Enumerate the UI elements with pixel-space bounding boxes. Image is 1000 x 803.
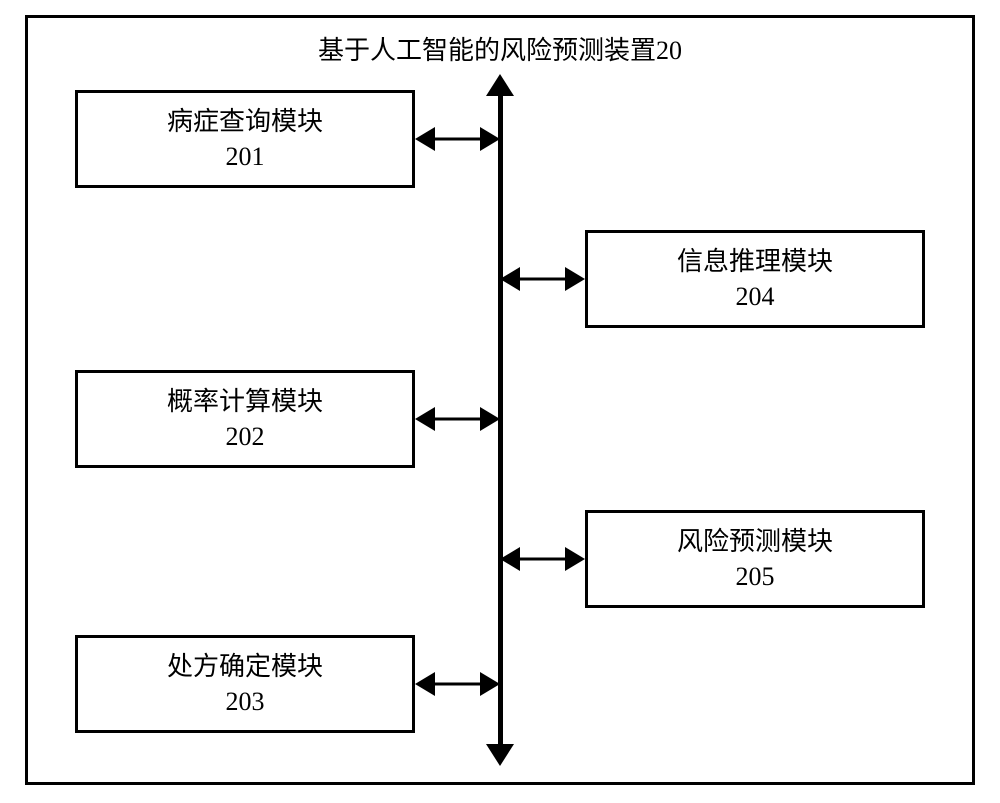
module-202-name: 概率计算模块	[167, 384, 323, 419]
module-203-num: 203	[226, 684, 265, 719]
module-202: 概率计算模块 202	[75, 370, 415, 468]
module-205-num: 205	[736, 559, 775, 594]
axis-arrow-bottom	[486, 744, 514, 766]
module-202-num: 202	[226, 419, 265, 454]
module-205: 风险预测模块 205	[585, 510, 925, 608]
module-205-name: 风险预测模块	[677, 524, 833, 559]
module-203-name: 处方确定模块	[167, 649, 323, 684]
module-204: 信息推理模块 204	[585, 230, 925, 328]
connector-202	[415, 407, 500, 431]
module-201-name: 病症查询模块	[167, 104, 323, 139]
connector-205	[500, 547, 585, 571]
module-201-num: 201	[226, 139, 265, 174]
module-203: 处方确定模块 203	[75, 635, 415, 733]
module-204-num: 204	[736, 279, 775, 314]
connector-204	[500, 267, 585, 291]
axis-arrow-top	[486, 74, 514, 96]
diagram-title: 基于人工智能的风险预测装置20	[0, 30, 1000, 67]
module-204-name: 信息推理模块	[677, 244, 833, 279]
module-201: 病症查询模块 201	[75, 90, 415, 188]
connector-203	[415, 672, 500, 696]
connector-201	[415, 127, 500, 151]
